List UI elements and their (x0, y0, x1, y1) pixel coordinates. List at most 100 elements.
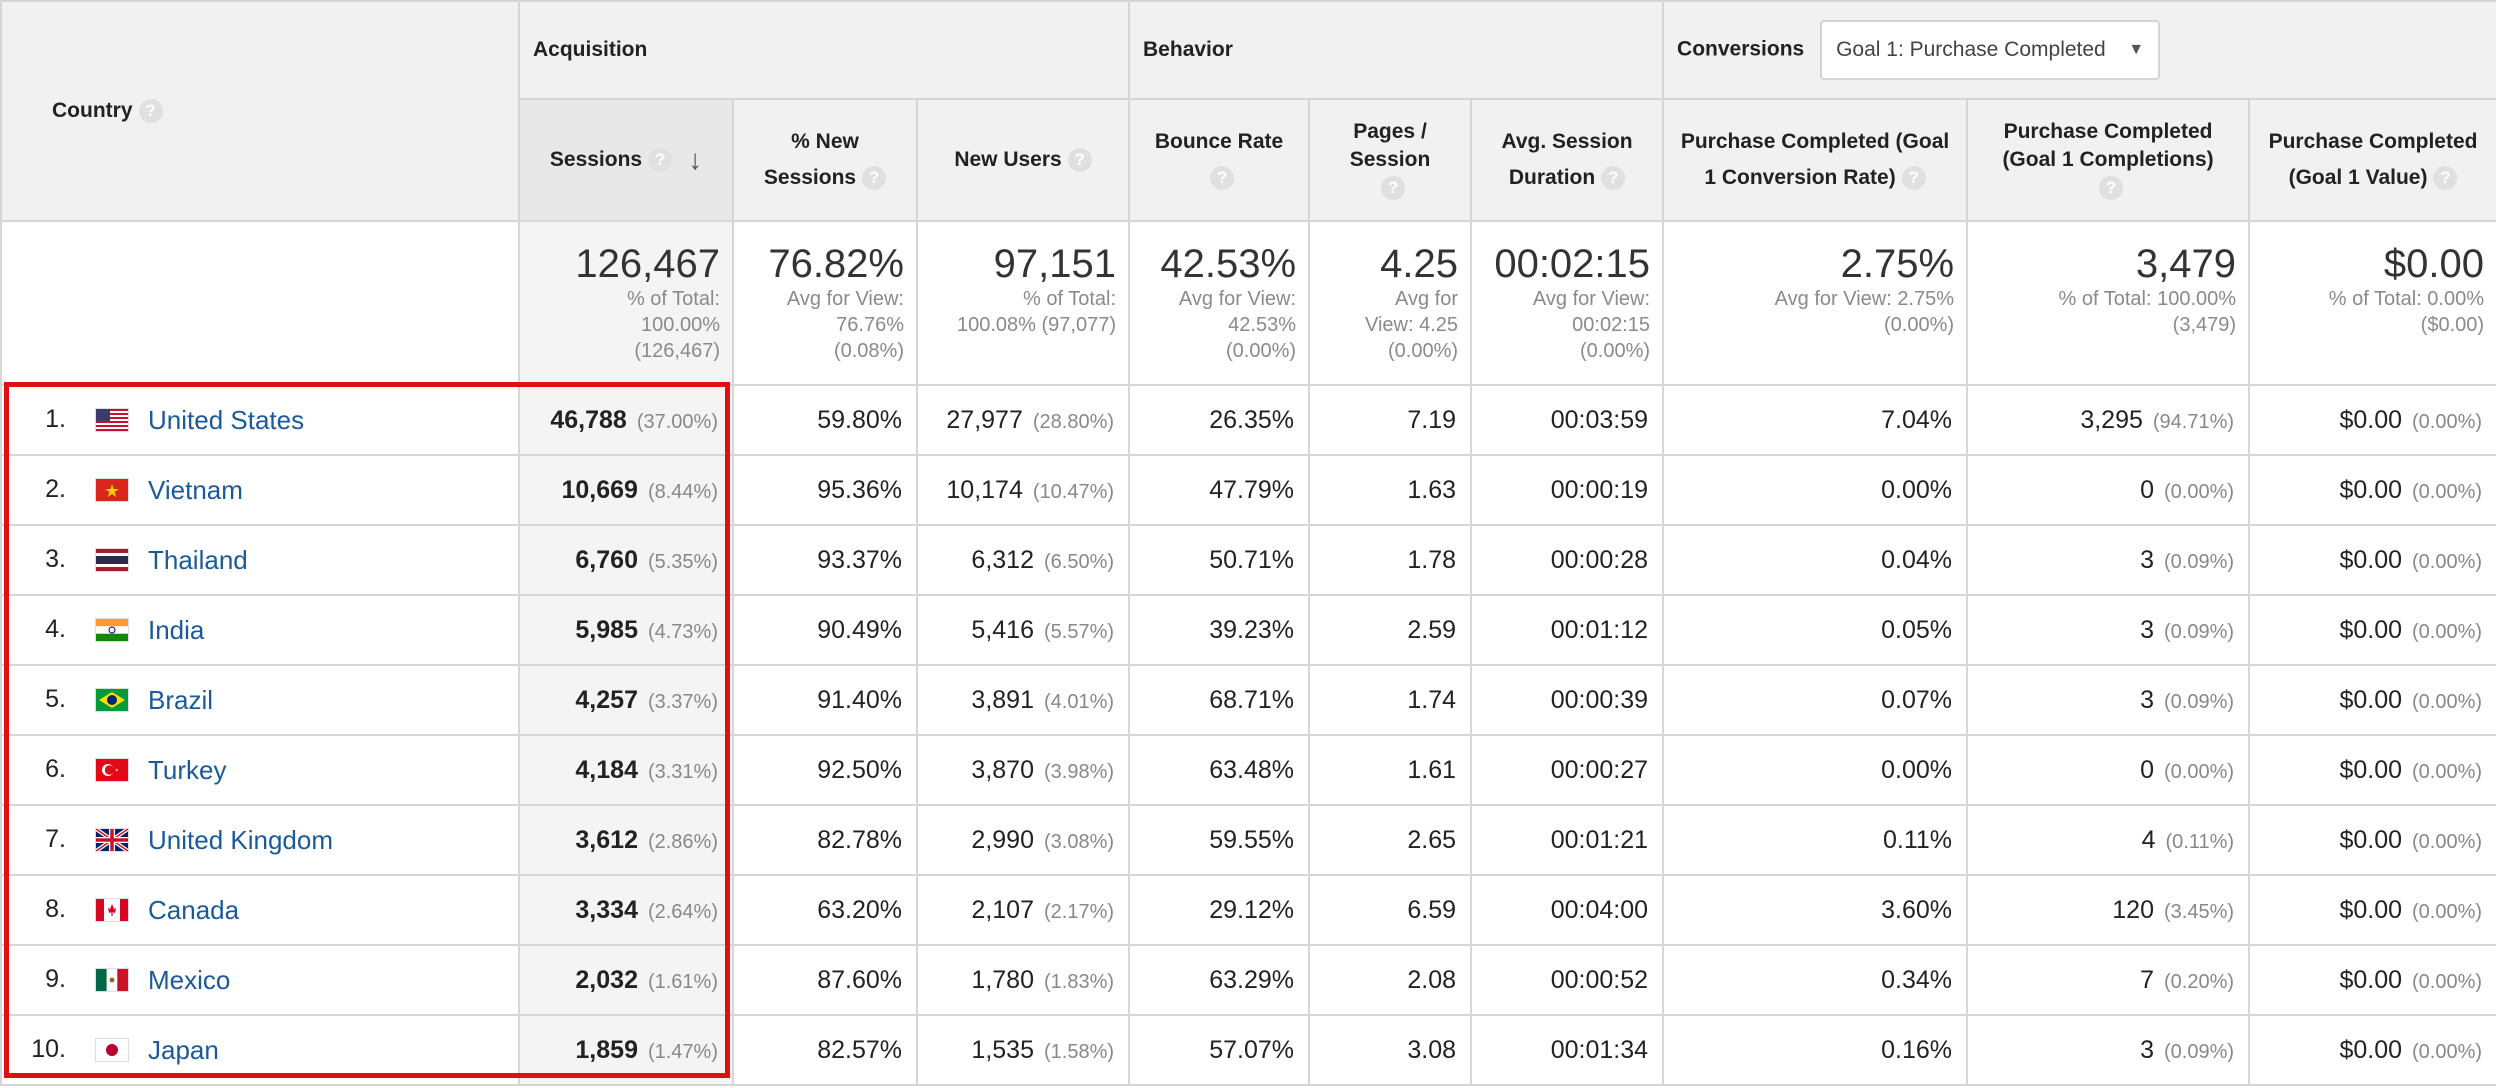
conversion-rate-cell: 3.60% (1662, 874, 1969, 946)
gb-flag-icon (96, 829, 128, 851)
completions-value: 3,295 (2080, 405, 2143, 434)
sessions-cell: 1,859 (1.47%) (518, 1014, 734, 1086)
country-link[interactable]: Vietnam (148, 474, 243, 505)
country-link[interactable]: Brazil (148, 684, 214, 715)
country-header[interactable]: Country? (0, 0, 520, 222)
country-link[interactable]: Thailand (148, 544, 248, 575)
summary-new-sessions-diff: (0.08%) (833, 340, 904, 362)
avg-duration-header-line2: Duration (1508, 166, 1596, 189)
new-users-percent: (6.50%) (1043, 550, 1115, 573)
help-icon[interactable]: ? (1901, 166, 1926, 191)
goal-value-cell: $0.00 (0.00%) (2248, 664, 2496, 736)
country-link[interactable]: Turkey (148, 754, 227, 785)
table-row: 2. Vietnam 10,669 (8.44%) 95.36% 10,174 (10.47… (0, 454, 2496, 526)
pages-session-cell: 1.63 (1308, 454, 1473, 526)
country-cell: 10. Japan (0, 1014, 520, 1086)
completions-percent: (94.71%) (2152, 410, 2235, 433)
summary-new-sessions-caption: Avg for View: (786, 288, 904, 310)
help-icon[interactable]: ? (648, 148, 673, 173)
sessions-header-label: Sessions (549, 147, 643, 171)
sessions-value: 6,760 (575, 545, 638, 574)
country-cell: 5. Brazil (0, 664, 520, 736)
new-users-column-header[interactable]: New Users? (915, 98, 1131, 222)
country-link[interactable]: United States (148, 404, 305, 435)
conversion-rate-cell: 0.04% (1662, 524, 1969, 596)
completions-cell: 3 (0.09%) (1966, 524, 2251, 596)
new-sessions-header-line1: % New (791, 130, 859, 153)
completions-cell: 3 (0.09%) (1966, 594, 2251, 666)
help-icon[interactable]: ? (1067, 148, 1092, 173)
help-icon[interactable]: ? (1381, 176, 1406, 201)
sessions-percent: (3.37%) (647, 690, 718, 713)
avg-duration-cell: 00:04:00 (1470, 874, 1665, 946)
help-icon[interactable]: ? (2099, 176, 2124, 201)
summary-bounce-rate: 42.53% Avg for View: 42.53% (0.00%) (1128, 220, 1311, 386)
conversions-label: Conversions (1677, 37, 1805, 61)
goal-value-percent: (0.00%) (2412, 410, 2483, 433)
completions-cell: 3 (0.09%) (1966, 1014, 2251, 1086)
summary-bounce-rate-value: 42.53% (1160, 242, 1297, 286)
summary-goal-value-value: $0.00 (2383, 242, 2485, 286)
sessions-cell: 4,257 (3.37%) (518, 664, 734, 736)
conversion-rate-column-header[interactable]: Purchase Completed (Goal 1 Conversion Ra… (1662, 98, 1969, 222)
new-sessions-cell: 82.78% (732, 804, 918, 876)
country-link[interactable]: United Kingdom (148, 824, 333, 855)
new-users-value: 3,870 (971, 755, 1034, 784)
completions-percent: (0.09%) (2164, 1040, 2235, 1063)
pages-session-column-header[interactable]: Pages / Session ? (1308, 98, 1473, 222)
bounce-rate-cell: 63.29% (1128, 944, 1311, 1016)
sessions-cell: 46,788 (37.00%) (518, 384, 734, 456)
help-icon[interactable]: ? (1210, 166, 1235, 191)
new-users-percent: (28.80%) (1032, 410, 1115, 433)
country-link[interactable]: Japan (148, 1034, 219, 1065)
new-users-cell: 2,107 (2.17%) (915, 874, 1131, 946)
row-rank: 4. (45, 614, 66, 643)
goal-value-value: $0.00 (2339, 475, 2402, 504)
new-users-header-label: New Users (954, 148, 1062, 171)
completions-percent: (0.11%) (2165, 830, 2235, 853)
sessions-value: 10,669 (561, 475, 638, 504)
goal-value-header-line1: Purchase Completed (2268, 130, 2478, 153)
sessions-cell: 5,985 (4.73%) (518, 594, 734, 666)
summary-pages-session-value: 4.25 (1380, 242, 1459, 286)
sessions-percent: (4.73%) (647, 620, 718, 643)
row-rank: 10. (31, 1034, 66, 1063)
row-rank: 6. (45, 754, 66, 783)
country-link[interactable]: Mexico (148, 964, 231, 995)
goal-select[interactable]: Goal 1: Purchase Completed ▼ (1820, 20, 2161, 80)
country-link[interactable]: India (148, 614, 205, 645)
conversion-rate-cell: 0.07% (1662, 664, 1969, 736)
pages-session-cell: 2.65 (1308, 804, 1473, 876)
avg-duration-cell: 00:00:52 (1470, 944, 1665, 1016)
sessions-column-header[interactable]: Sessions? ↓ (518, 98, 734, 222)
summary-new-users: 97,151 % of Total: 100.08% (97,077) (915, 220, 1131, 386)
pages-session-cell: 1.74 (1308, 664, 1473, 736)
country-cell: 7. United Kingdom (0, 804, 520, 876)
summary-avg-duration-avg: 00:02:15 (1572, 314, 1651, 336)
avg-duration-column-header[interactable]: Avg. Session Duration? (1470, 98, 1665, 222)
completions-column-header[interactable]: Purchase Completed (Goal 1 Completions) … (1966, 98, 2251, 222)
goal-value-column-header[interactable]: Purchase Completed (Goal 1 Value)? (2248, 98, 2496, 222)
new-users-cell: 1,780 (1.83%) (915, 944, 1131, 1016)
goal-value-percent: (0.00%) (2412, 760, 2483, 783)
help-icon[interactable]: ? (138, 99, 163, 124)
help-icon[interactable]: ? (1601, 166, 1626, 191)
goal-value-value: $0.00 (2339, 895, 2402, 924)
summary-avg-duration-diff: (0.00%) (1580, 340, 1651, 362)
tr-flag-icon (96, 759, 128, 781)
sessions-percent: (2.86%) (647, 830, 718, 853)
summary-pages-session: 4.25 Avg for View: 4.25 (0.00%) (1308, 220, 1473, 386)
sort-descending-icon[interactable]: ↓ (688, 144, 703, 176)
table-row: 1. United States 46,788 (37.00%) 59.80% 27,97… (0, 384, 2496, 456)
goal-value-value: $0.00 (2339, 755, 2402, 784)
help-icon[interactable]: ? (2433, 166, 2458, 191)
row-rank: 5. (45, 684, 66, 713)
goal-value-percent: (0.00%) (2412, 690, 2483, 713)
bounce-rate-column-header[interactable]: Bounce Rate ? (1128, 98, 1311, 222)
country-link[interactable]: Canada (148, 894, 240, 925)
help-icon[interactable]: ? (862, 166, 887, 191)
th-flag-icon (96, 549, 128, 571)
summary-pages-session-diff: (0.00%) (1387, 340, 1459, 362)
new-sessions-column-header[interactable]: % New Sessions? (732, 98, 918, 222)
completions-percent: (0.09%) (2164, 620, 2235, 643)
